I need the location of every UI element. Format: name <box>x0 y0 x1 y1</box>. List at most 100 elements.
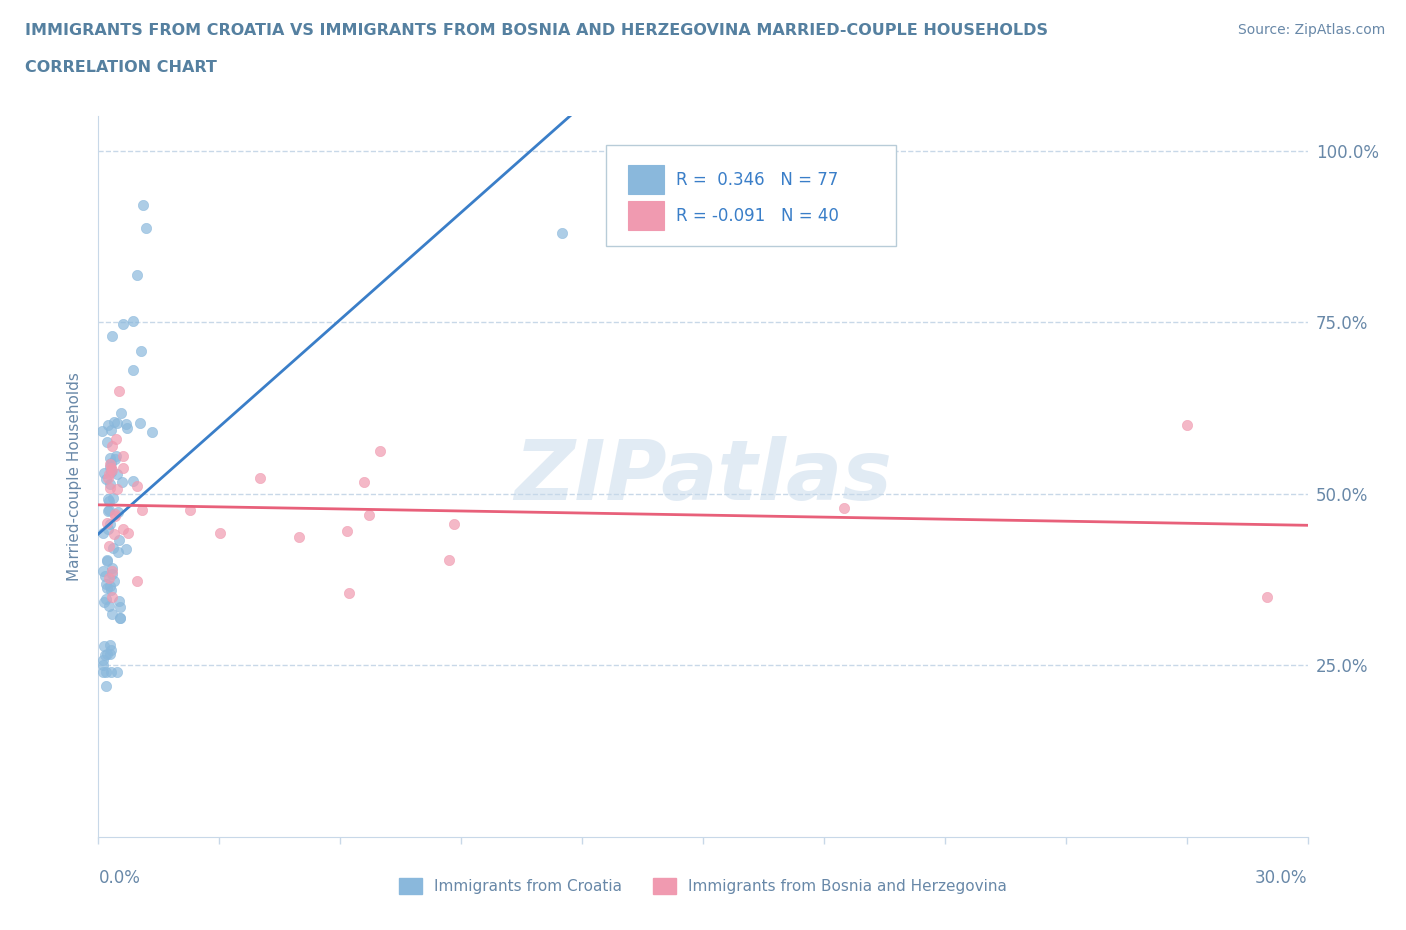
Point <box>100 455 122 470</box>
Point <box>103 540 125 555</box>
Point <box>100 582 122 597</box>
Point <box>98 477 121 492</box>
Point <box>104 507 127 522</box>
Point <box>96 516 118 531</box>
Point <box>141 425 163 440</box>
Point <box>91 525 114 540</box>
Point <box>122 473 145 488</box>
Point <box>437 552 460 567</box>
Point <box>135 221 157 236</box>
Point <box>249 471 271 485</box>
Point <box>98 451 121 466</box>
Point <box>94 568 117 583</box>
Point <box>357 508 380 523</box>
Point <box>98 503 121 518</box>
Point <box>111 522 134 537</box>
Point <box>125 268 148 283</box>
Point <box>104 509 127 524</box>
Point <box>94 647 117 662</box>
Point <box>337 586 360 601</box>
Point <box>125 478 148 493</box>
Point <box>105 416 128 431</box>
Point <box>1175 418 1198 432</box>
Point <box>101 438 124 453</box>
Text: ZIPatlas: ZIPatlas <box>515 436 891 517</box>
Point <box>131 198 153 213</box>
Point <box>832 500 855 515</box>
Text: CORRELATION CHART: CORRELATION CHART <box>25 60 217 75</box>
Point <box>96 553 118 568</box>
Point <box>97 503 120 518</box>
Point <box>94 591 117 606</box>
Point <box>94 665 117 680</box>
Point <box>101 560 124 575</box>
Point <box>98 457 121 472</box>
Point <box>98 646 121 661</box>
Point <box>98 570 121 585</box>
Point <box>101 590 124 604</box>
Point <box>97 493 120 508</box>
Point <box>104 451 127 466</box>
Point <box>91 653 114 668</box>
Point <box>101 328 124 343</box>
Point <box>94 577 117 591</box>
Point <box>129 344 152 359</box>
Point <box>110 610 132 625</box>
Point <box>127 573 149 588</box>
Point <box>100 516 122 531</box>
Text: Source: ZipAtlas.com: Source: ZipAtlas.com <box>1237 23 1385 37</box>
Point <box>96 472 118 486</box>
Point <box>353 475 375 490</box>
Point <box>93 665 115 680</box>
Point <box>110 405 132 420</box>
Point <box>97 522 120 537</box>
Point <box>100 461 122 476</box>
Point <box>108 610 131 625</box>
Bar <box>628 166 664 194</box>
Point <box>93 465 115 480</box>
Point <box>107 482 129 497</box>
Point <box>115 417 138 432</box>
Legend: Immigrants from Croatia, Immigrants from Bosnia and Herzegovina: Immigrants from Croatia, Immigrants from… <box>399 878 1007 895</box>
Text: IMMIGRANTS FROM CROATIA VS IMMIGRANTS FROM BOSNIA AND HERZEGOVINA MARRIED-COUPLE: IMMIGRANTS FROM CROATIA VS IMMIGRANTS FR… <box>25 23 1049 38</box>
Point <box>91 423 114 438</box>
Point <box>443 516 465 531</box>
Y-axis label: Married-couple Households: Married-couple Households <box>67 372 83 581</box>
Point <box>93 594 115 609</box>
Point <box>96 679 118 694</box>
Point <box>107 505 129 520</box>
Point <box>209 525 232 540</box>
Bar <box>606 145 897 246</box>
Point <box>93 658 115 672</box>
Point <box>100 665 122 680</box>
Point <box>335 524 357 538</box>
Point <box>93 638 115 653</box>
Point <box>179 502 201 517</box>
Point <box>1256 590 1278 604</box>
Point <box>105 448 128 463</box>
Point <box>551 225 574 240</box>
Point <box>98 599 121 614</box>
Bar <box>628 201 664 230</box>
Point <box>105 467 128 482</box>
Point <box>112 461 135 476</box>
Point <box>131 502 153 517</box>
Point <box>98 459 121 474</box>
Point <box>97 418 120 432</box>
Point <box>117 525 139 540</box>
Point <box>97 538 120 553</box>
Point <box>91 564 114 578</box>
Point <box>112 316 135 331</box>
Point <box>103 574 125 589</box>
Point <box>101 490 124 505</box>
Point <box>108 593 131 608</box>
Point <box>96 580 118 595</box>
Point <box>97 471 120 485</box>
Point <box>98 467 121 482</box>
Point <box>111 474 134 489</box>
Point <box>115 420 138 435</box>
Point <box>101 462 124 477</box>
Point <box>100 578 122 593</box>
Point <box>101 607 124 622</box>
Point <box>96 646 118 661</box>
